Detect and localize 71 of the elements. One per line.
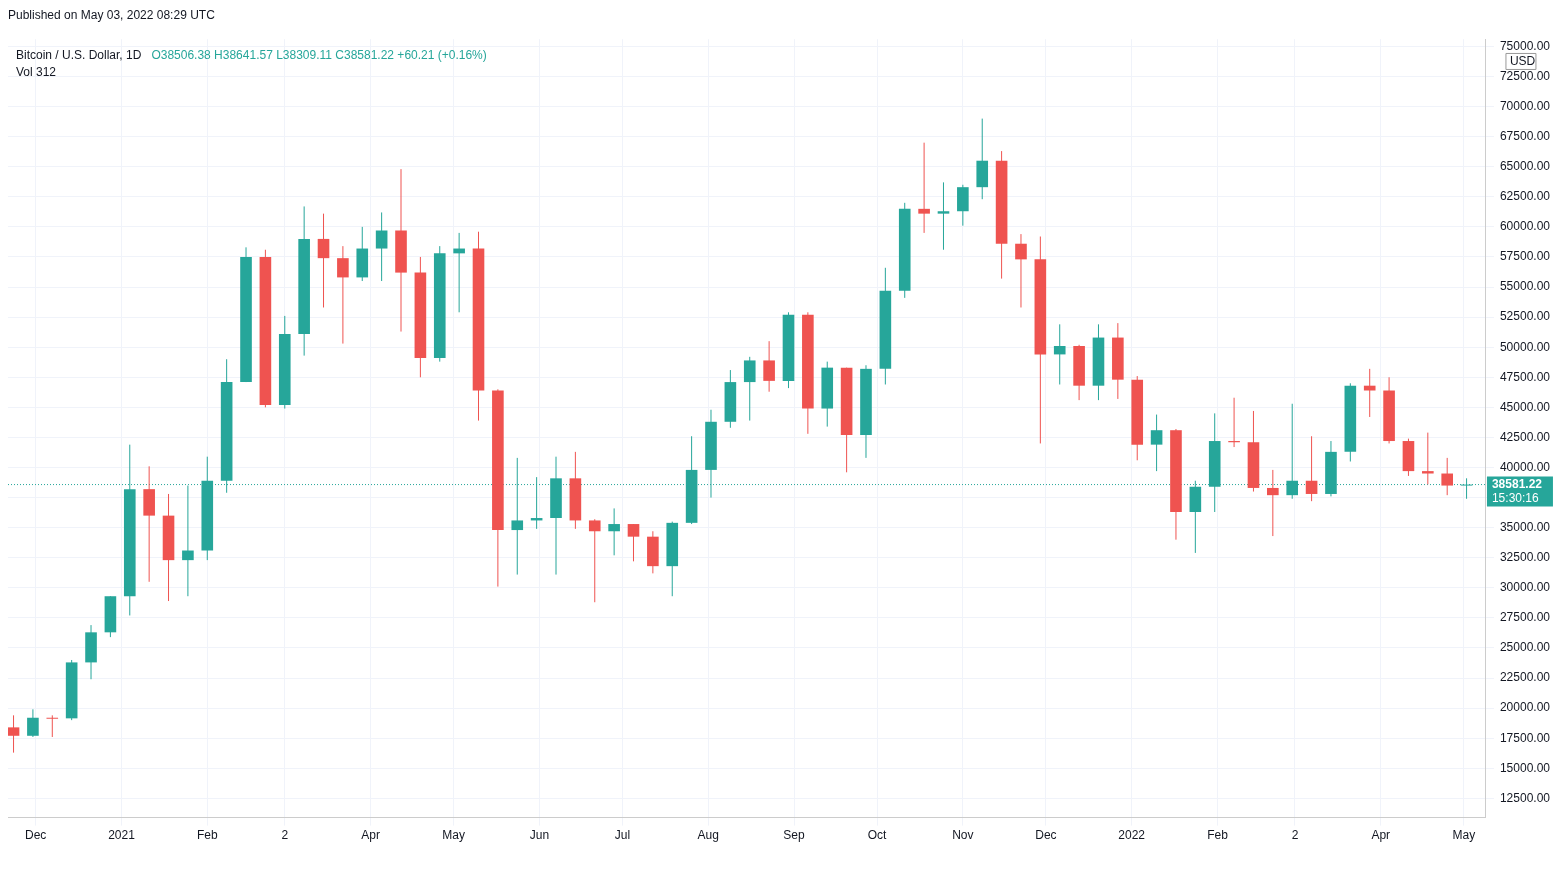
y-axis-title: USD bbox=[1509, 53, 1536, 68]
candlestick bbox=[763, 340, 775, 393]
candlestick bbox=[27, 708, 39, 738]
candlestick bbox=[937, 181, 950, 251]
x-tick-label: Jun bbox=[529, 828, 550, 843]
candlestick bbox=[627, 523, 640, 562]
candlestick bbox=[1441, 457, 1454, 496]
y-tick-label: 30000.00 bbox=[1499, 580, 1551, 595]
candlestick bbox=[46, 714, 59, 738]
text: Bitcoin / U.S. Dollar, 1D bbox=[16, 47, 142, 62]
y-tick-label: 52500.00 bbox=[1499, 309, 1551, 324]
x-tick-label: Sep bbox=[783, 828, 806, 843]
y-tick-label: 72500.00 bbox=[1499, 68, 1551, 83]
candlestick bbox=[1363, 368, 1376, 418]
y-tick-label: 35000.00 bbox=[1499, 519, 1551, 534]
y-tick-label: 47500.00 bbox=[1499, 369, 1551, 384]
y-tick-label: 17500.00 bbox=[1499, 730, 1551, 745]
y-tick-label: 57500.00 bbox=[1499, 249, 1551, 264]
x-tick-label: 2 bbox=[1291, 828, 1299, 843]
x-tick-label: Dec bbox=[1035, 828, 1057, 843]
x-tick-label: Apr bbox=[1371, 828, 1391, 843]
y-tick-label: 40000.00 bbox=[1499, 459, 1551, 474]
candlestick bbox=[1305, 435, 1318, 502]
candlestick bbox=[1267, 469, 1279, 537]
candlestick bbox=[608, 507, 620, 556]
y-tick-label: 62500.00 bbox=[1499, 189, 1551, 204]
x-tick-label: Jul bbox=[614, 828, 631, 843]
y-tick-label: 65000.00 bbox=[1499, 159, 1551, 174]
x-tick-label: May bbox=[442, 828, 465, 843]
x-tick-label: 2022 bbox=[1118, 828, 1146, 843]
candlestick bbox=[317, 213, 330, 308]
text: 15:30:16 bbox=[1491, 490, 1539, 505]
x-tick-label: Oct bbox=[867, 828, 888, 843]
y-tick-label: 55000.00 bbox=[1499, 279, 1551, 294]
text: Published on May 03, 2022 08:29 UTC bbox=[8, 8, 216, 24]
candlestick bbox=[375, 211, 388, 282]
y-tick-label: 22500.00 bbox=[1499, 670, 1551, 685]
candlestick bbox=[1015, 233, 1027, 308]
candlestick bbox=[1150, 414, 1163, 472]
candlestick bbox=[1053, 323, 1066, 385]
y-tick-label: 32500.00 bbox=[1499, 550, 1551, 565]
candlestick bbox=[743, 356, 756, 422]
x-tick-label: Dec bbox=[25, 828, 47, 843]
annotation: Vol 312 bbox=[16, 64, 57, 79]
candlestick bbox=[337, 245, 349, 345]
y-tick-label: 25000.00 bbox=[1499, 640, 1551, 655]
y-tick-label: 45000.00 bbox=[1499, 399, 1551, 414]
x-tick-label: Nov bbox=[952, 828, 974, 843]
y-tick-label: 60000.00 bbox=[1499, 219, 1551, 234]
y-tick-label: 50000.00 bbox=[1499, 339, 1551, 354]
y-tick-label: 75000.00 bbox=[1499, 38, 1551, 53]
candlestick bbox=[588, 518, 601, 603]
x-tick-label: 2021 bbox=[108, 828, 136, 843]
y-tick-label: 42500.00 bbox=[1499, 429, 1551, 444]
y-tick-label: 15000.00 bbox=[1499, 760, 1551, 775]
x-tick-label: Feb bbox=[1207, 828, 1229, 843]
annotation: O38506.38 H38641.57 L38309.11 C38581.22 +60.21 (+0.16%) bbox=[151, 47, 487, 62]
x-tick-label: Apr bbox=[361, 828, 380, 843]
candlestick bbox=[918, 142, 930, 234]
candlestick bbox=[8, 714, 20, 754]
y-tick-label: 12500.00 bbox=[1499, 790, 1551, 805]
x-tick-label: Feb bbox=[196, 828, 218, 843]
y-tick-label: 20000.00 bbox=[1499, 700, 1551, 715]
ref-line-label: 38581.22 bbox=[1491, 476, 1543, 491]
x-tick-label: 2 bbox=[281, 828, 289, 843]
y-tick-label: 70000.00 bbox=[1499, 98, 1551, 113]
y-tick-label: 67500.00 bbox=[1499, 128, 1551, 143]
x-tick-label: Aug bbox=[697, 828, 719, 843]
candlestick bbox=[1422, 432, 1434, 485]
y-tick-label: 27500.00 bbox=[1499, 610, 1551, 625]
x-tick-label: May bbox=[1452, 828, 1476, 843]
